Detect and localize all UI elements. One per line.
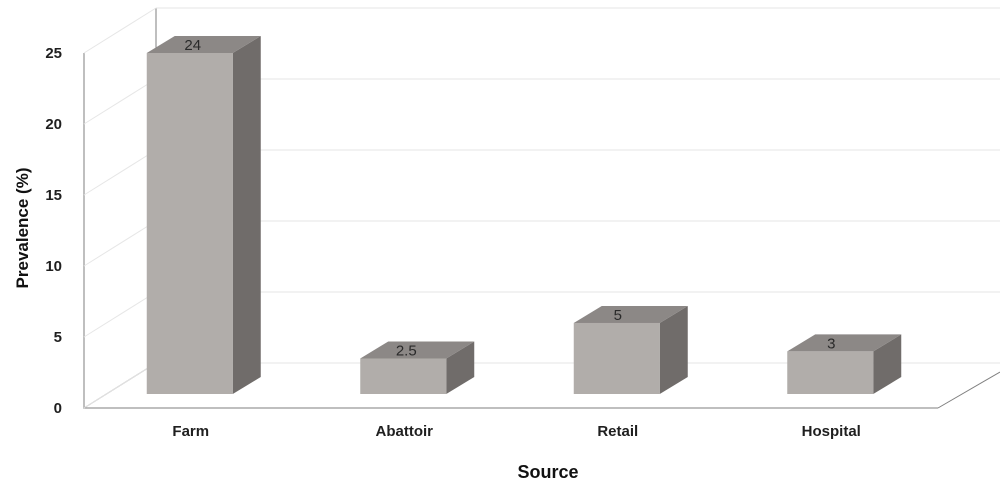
gridline-left-wall [83, 78, 157, 125]
gridline-left-wall [83, 362, 157, 409]
y-tick-label: 15 [45, 187, 62, 204]
bar-side-face [659, 305, 688, 394]
left-wall-frame [83, 8, 157, 409]
y-tick-label: 25 [45, 45, 62, 62]
x-category-label: Abattoir [376, 423, 434, 440]
bar-top-face [573, 305, 688, 323]
gridline-left-wall [83, 7, 157, 54]
bar-front-face [787, 351, 874, 394]
x-category-label: Retail [597, 423, 638, 440]
bar-abattoir: 2.5 [360, 341, 475, 394]
bar-front-face [573, 322, 660, 394]
bar-top-face [787, 334, 902, 352]
bars: 24 2.5 5 3 [146, 36, 902, 394]
data-label: 2.5 [396, 342, 417, 359]
data-label: 3 [827, 335, 835, 352]
bar-top-face [360, 341, 475, 359]
x-category-label: Hospital [802, 423, 861, 440]
y-tick-label: 10 [45, 258, 62, 275]
bar-farm: 24 [146, 36, 261, 394]
bar-front-face [146, 53, 233, 394]
floor-right-edge [937, 371, 1000, 409]
y-tick-label: 0 [54, 400, 62, 417]
y-axis-title: Prevalence (%) [13, 168, 32, 289]
gridline-left-wall [83, 220, 157, 267]
bar-retail: 5 [573, 305, 688, 394]
x-axis-categories: Farm Abattoir Retail Hospital [172, 423, 860, 440]
bar-top-face [146, 36, 261, 53]
y-axis-ticks: 0 5 10 15 20 25 [45, 45, 62, 417]
data-label: 5 [614, 307, 622, 324]
bar-hospital: 3 [787, 334, 902, 394]
bar-side-face [873, 334, 902, 394]
gridline-left-wall [83, 149, 157, 196]
data-label: 24 [184, 37, 201, 54]
bar-side-face [446, 341, 475, 394]
y-tick-label: 20 [45, 116, 62, 133]
x-axis-title: Source [517, 462, 578, 482]
bar-side-face [232, 36, 261, 394]
bar-front-face [360, 358, 447, 394]
x-category-label: Farm [172, 423, 209, 440]
y-tick-label: 5 [54, 329, 62, 346]
gridline-left-wall [83, 291, 157, 338]
